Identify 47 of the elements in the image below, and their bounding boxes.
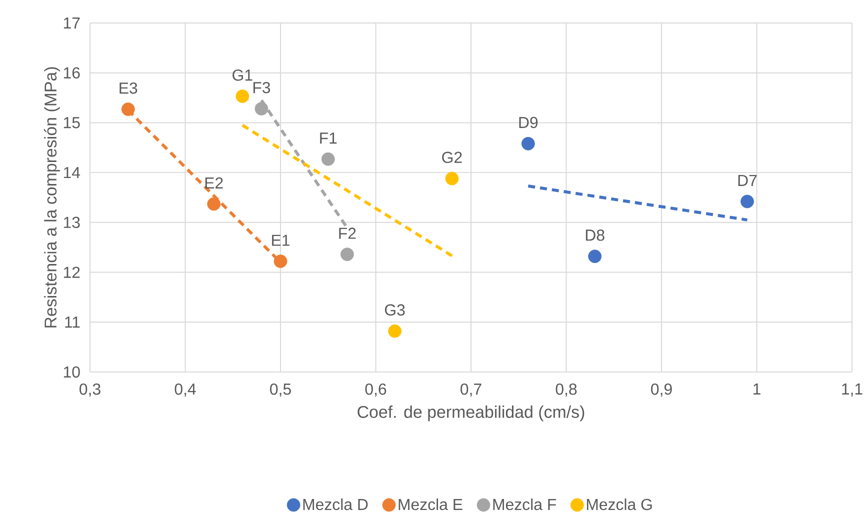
y-axis-title: Resistencia a la compresión (MPa) — [44, 67, 60, 328]
annotation: E1 — [272, 234, 290, 246]
point — [388, 324, 402, 338]
y-tick-label: 17 — [64, 18, 80, 28]
x-tick-label: 0,5 — [270, 384, 291, 397]
annotation: D9 — [519, 116, 538, 128]
annotation: G2 — [442, 152, 462, 164]
legend-label: Mezcla D — [303, 498, 368, 510]
annotation: F1 — [320, 132, 337, 144]
x-tick-label: 0,9 — [651, 384, 672, 397]
x-tick-label: 0,7 — [460, 384, 482, 397]
annotation: D8 — [586, 230, 604, 241]
point — [521, 136, 535, 150]
y-tick-label: 14 — [64, 167, 80, 178]
legend-label: Mezcla G — [586, 498, 652, 510]
annotation: F3 — [253, 82, 270, 94]
x-tick-label: 0,8 — [556, 384, 577, 397]
point — [254, 102, 268, 116]
x-tick-label: 1 — [754, 384, 760, 394]
point — [236, 90, 250, 103]
annotation: E3 — [120, 82, 138, 94]
y-tick-label: 13 — [64, 216, 80, 228]
y-tick-label: 16 — [64, 67, 80, 78]
y-tick-label: 12 — [64, 266, 80, 278]
legend-label: Mezcla F — [493, 498, 556, 510]
point — [321, 152, 335, 166]
point — [445, 172, 459, 186]
y-tick-label: 11 — [65, 316, 80, 328]
annotation: D7 — [738, 174, 757, 186]
x-tick-label: 1,1 — [842, 384, 862, 397]
point — [274, 254, 288, 268]
x-tick-label: 0,6 — [365, 384, 386, 397]
annotation: F2 — [339, 228, 356, 239]
legend-label: Mezcla E — [398, 498, 462, 510]
x-tick-label: 0,4 — [174, 384, 196, 397]
y-tick-label: 15 — [64, 117, 80, 128]
point — [207, 197, 221, 211]
annotation: G1 — [232, 69, 252, 81]
point — [121, 102, 135, 116]
annotation: E2 — [205, 177, 223, 188]
point — [588, 250, 602, 264]
y-tick-label: 10 — [64, 366, 80, 378]
point — [340, 248, 354, 262]
point — [740, 194, 754, 208]
annotation: G3 — [384, 304, 405, 316]
x-axis-title: Coef. de permeabilidad (cm/s) — [358, 406, 584, 422]
x-tick-label: 0,3 — [80, 384, 100, 397]
